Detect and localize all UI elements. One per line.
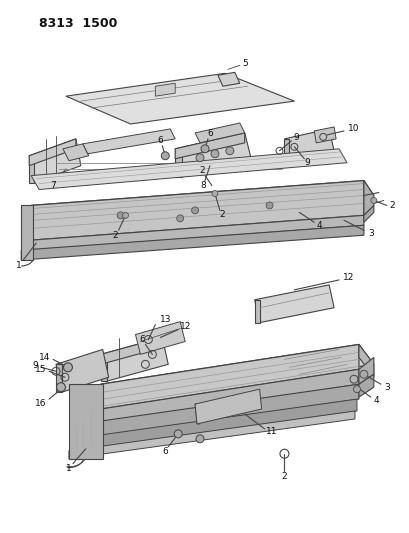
Polygon shape bbox=[31, 181, 363, 240]
Polygon shape bbox=[101, 344, 373, 404]
Circle shape bbox=[225, 147, 233, 155]
Polygon shape bbox=[69, 411, 354, 459]
Circle shape bbox=[174, 430, 182, 438]
Polygon shape bbox=[254, 285, 333, 322]
Polygon shape bbox=[66, 74, 294, 124]
Polygon shape bbox=[363, 181, 373, 215]
Polygon shape bbox=[73, 399, 356, 451]
Polygon shape bbox=[31, 181, 373, 220]
Polygon shape bbox=[101, 369, 358, 424]
Polygon shape bbox=[83, 129, 175, 154]
Polygon shape bbox=[195, 404, 200, 424]
Circle shape bbox=[196, 435, 204, 443]
Polygon shape bbox=[81, 384, 358, 439]
Polygon shape bbox=[101, 354, 106, 381]
Text: 16: 16 bbox=[35, 399, 47, 408]
Text: 8: 8 bbox=[200, 181, 205, 190]
Text: 1: 1 bbox=[66, 464, 72, 473]
Text: 2: 2 bbox=[281, 472, 287, 481]
Polygon shape bbox=[101, 337, 162, 365]
Text: 3: 3 bbox=[367, 229, 373, 238]
Polygon shape bbox=[29, 139, 76, 166]
Polygon shape bbox=[135, 321, 185, 354]
Polygon shape bbox=[358, 344, 373, 377]
Text: 4: 4 bbox=[316, 221, 321, 230]
Text: 3: 3 bbox=[383, 383, 389, 392]
Circle shape bbox=[196, 154, 204, 161]
Polygon shape bbox=[175, 149, 182, 176]
Polygon shape bbox=[254, 300, 259, 322]
Circle shape bbox=[56, 383, 65, 392]
Polygon shape bbox=[56, 365, 62, 392]
Circle shape bbox=[191, 207, 198, 214]
Polygon shape bbox=[358, 358, 373, 384]
Circle shape bbox=[122, 212, 128, 219]
Circle shape bbox=[265, 202, 272, 209]
Polygon shape bbox=[29, 139, 81, 183]
Text: 5: 5 bbox=[241, 59, 247, 68]
Circle shape bbox=[370, 197, 376, 204]
Polygon shape bbox=[195, 389, 261, 424]
Text: 11: 11 bbox=[265, 427, 276, 437]
Text: 6: 6 bbox=[207, 130, 212, 139]
Text: 6: 6 bbox=[162, 447, 168, 456]
Polygon shape bbox=[217, 72, 239, 86]
Polygon shape bbox=[69, 384, 102, 459]
Polygon shape bbox=[284, 129, 333, 161]
Circle shape bbox=[211, 150, 218, 158]
Text: 4: 4 bbox=[373, 395, 379, 405]
Polygon shape bbox=[284, 139, 289, 161]
Text: 15: 15 bbox=[35, 365, 47, 374]
Text: 9: 9 bbox=[32, 361, 38, 370]
Polygon shape bbox=[195, 123, 244, 143]
Text: 2: 2 bbox=[218, 210, 224, 219]
Text: 6: 6 bbox=[139, 335, 145, 344]
Text: 12: 12 bbox=[342, 273, 354, 282]
Text: 13: 13 bbox=[159, 315, 171, 324]
Polygon shape bbox=[101, 344, 358, 409]
Text: 6: 6 bbox=[157, 136, 163, 146]
Circle shape bbox=[359, 370, 367, 378]
Polygon shape bbox=[56, 350, 108, 392]
Text: 7: 7 bbox=[50, 181, 56, 190]
Polygon shape bbox=[29, 156, 34, 183]
Text: 2: 2 bbox=[388, 201, 393, 210]
Polygon shape bbox=[101, 337, 168, 381]
Circle shape bbox=[353, 386, 360, 393]
Polygon shape bbox=[358, 374, 373, 397]
Circle shape bbox=[200, 145, 209, 153]
Text: 2: 2 bbox=[112, 231, 118, 240]
Text: 9: 9 bbox=[293, 133, 299, 142]
Circle shape bbox=[117, 212, 124, 219]
Polygon shape bbox=[313, 127, 335, 143]
Polygon shape bbox=[175, 133, 251, 176]
Polygon shape bbox=[21, 225, 363, 260]
Text: 1: 1 bbox=[16, 261, 22, 270]
Circle shape bbox=[211, 190, 217, 197]
Text: 12: 12 bbox=[180, 322, 191, 331]
Polygon shape bbox=[63, 144, 89, 161]
Circle shape bbox=[161, 152, 169, 160]
Text: 8313  1500: 8313 1500 bbox=[39, 17, 117, 30]
Text: 2: 2 bbox=[199, 166, 204, 175]
Polygon shape bbox=[363, 205, 373, 222]
Polygon shape bbox=[21, 205, 33, 260]
Text: 9: 9 bbox=[304, 158, 310, 167]
Polygon shape bbox=[175, 133, 244, 159]
Circle shape bbox=[63, 363, 72, 372]
Polygon shape bbox=[155, 83, 175, 96]
Circle shape bbox=[176, 215, 183, 222]
Polygon shape bbox=[31, 149, 346, 190]
Polygon shape bbox=[31, 215, 363, 250]
Text: 14: 14 bbox=[39, 353, 51, 362]
Text: 10: 10 bbox=[347, 124, 359, 133]
